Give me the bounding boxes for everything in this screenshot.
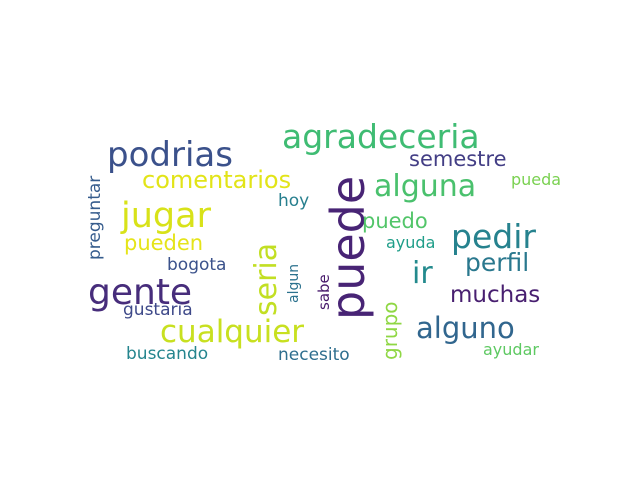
word-cualquier: cualquier (160, 314, 304, 350)
word-gente: gente (88, 272, 192, 313)
word-puedo: puedo (362, 209, 428, 233)
word-pedir: pedir (451, 217, 536, 256)
word-puede: puede (321, 176, 375, 320)
word-ir: ir (412, 256, 433, 291)
word-alguna: alguna (374, 169, 476, 204)
word-muchas: muchas (450, 282, 540, 308)
word-hoy: hoy (278, 191, 309, 211)
word-alguno: alguno (416, 311, 515, 345)
word-agradeceria: agradeceria (282, 117, 480, 156)
word-comentarios: comentarios (142, 166, 291, 194)
word-pueden: pueden (124, 231, 203, 255)
word-buscando: buscando (126, 344, 208, 364)
word-bogota: bogota (167, 255, 226, 275)
word-pueda: pueda (511, 170, 561, 189)
word-preguntar: preguntar (85, 176, 105, 260)
word-perfil: perfil (465, 248, 529, 277)
word-jugar: jugar (120, 196, 212, 236)
word-ayuda: ayuda (386, 233, 435, 252)
word-grupo: grupo (378, 301, 402, 360)
word-gustaria: gustaria (123, 300, 193, 320)
word-podrias: podrias (107, 135, 233, 175)
word-ayudar: ayudar (483, 340, 539, 359)
word-seria: seria (249, 243, 284, 316)
word-sabe: sabe (315, 274, 333, 310)
word-semestre: semestre (409, 147, 507, 171)
word-algun: algun (286, 264, 302, 303)
word-necesito: necesito (278, 345, 350, 365)
